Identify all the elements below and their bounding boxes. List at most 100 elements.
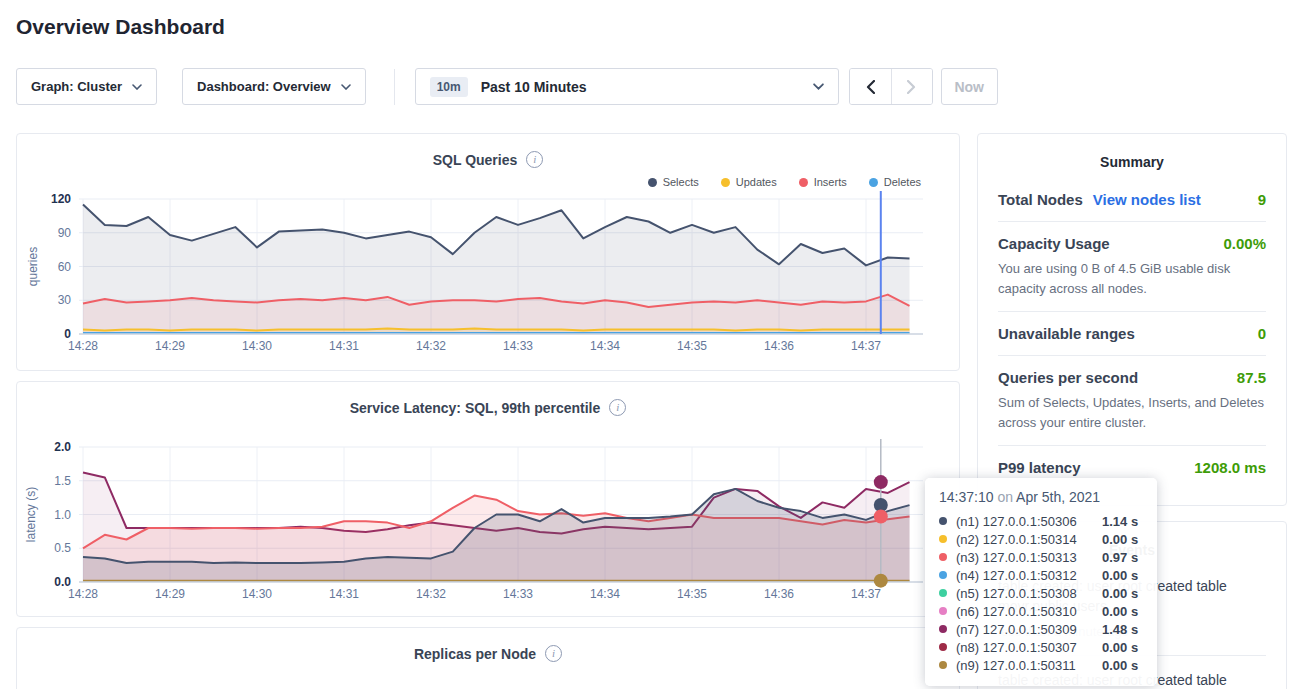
svg-text:90: 90 <box>58 226 72 240</box>
tooltip-node-row: (n6) 127.0.0.1:503100.00 s <box>939 602 1143 620</box>
svg-text:2.0: 2.0 <box>54 440 71 454</box>
svg-text:14:34: 14:34 <box>590 339 620 353</box>
chart-header: Service Latency: SQL, 99th percentile i <box>17 382 959 416</box>
chart-header: SQL Queries i <box>17 134 959 168</box>
view-nodes-list-link[interactable]: View nodes list <box>1093 191 1201 208</box>
node-address: (n7) 127.0.0.1:50309 <box>956 622 1102 637</box>
legend-item-deletes[interactable]: Deletes <box>869 176 921 188</box>
summary-label: P99 latency <box>998 459 1081 476</box>
summary-description: You are using 0 B of 4.5 GiB usable disk… <box>998 259 1266 298</box>
page-title: Overview Dashboard <box>16 14 1290 40</box>
chart-title: SQL Queries <box>433 152 518 168</box>
inserts-dot-icon <box>799 178 808 187</box>
chart-title: Service Latency: SQL, 99th percentile <box>350 400 601 416</box>
time-nav-group <box>849 68 933 105</box>
svg-text:120: 120 <box>51 192 71 206</box>
summary-row-capacity-usage: Capacity Usage 0.00% You are using 0 B o… <box>998 221 1266 311</box>
svg-text:30: 30 <box>58 293 72 307</box>
node-dot-icon <box>939 661 947 669</box>
node-dot-icon <box>939 517 947 525</box>
node-latency-value: 0.00 s <box>1102 586 1138 601</box>
summary-value: 9 <box>1258 191 1266 208</box>
info-icon[interactable]: i <box>545 645 562 662</box>
chart-hover-tooltip: 14:37:10 on Apr 5th, 2021 (n1) 127.0.0.1… <box>925 478 1157 686</box>
svg-text:14:32: 14:32 <box>416 339 446 353</box>
svg-text:14:35: 14:35 <box>677 587 707 601</box>
node-address: (n4) 127.0.0.1:50312 <box>956 568 1102 583</box>
svg-text:14:32: 14:32 <box>416 587 446 601</box>
node-address: (n3) 127.0.0.1:50313 <box>956 550 1102 565</box>
time-range-badge: 10m <box>430 77 468 97</box>
node-dot-icon <box>939 643 947 651</box>
svg-text:14:36: 14:36 <box>764 339 794 353</box>
info-icon[interactable]: i <box>609 399 626 416</box>
tooltip-node-row: (n3) 127.0.0.1:503130.97 s <box>939 548 1143 566</box>
chevron-down-icon <box>341 84 351 90</box>
summary-value: 87.5 <box>1237 369 1266 386</box>
legend-item-inserts[interactable]: Inserts <box>799 176 847 188</box>
svg-text:60: 60 <box>58 260 72 274</box>
time-range-dropdown[interactable]: 10m Past 10 Minutes <box>415 68 839 105</box>
service-latency-plot[interactable]: 14:2814:2914:3014:3114:3214:3314:3414:35… <box>17 382 961 618</box>
info-icon[interactable]: i <box>526 151 543 168</box>
node-latency-value: 0.00 s <box>1102 658 1138 673</box>
svg-text:14:34: 14:34 <box>590 587 620 601</box>
svg-text:14:37: 14:37 <box>851 587 881 601</box>
sql-queries-chart-panel: SQL Queries i Selects Updates Inserts De… <box>16 133 960 371</box>
svg-text:14:28: 14:28 <box>68 587 98 601</box>
chart-title: Replicas per Node <box>414 646 536 662</box>
node-address: (n8) 127.0.0.1:50307 <box>956 640 1102 655</box>
toolbar: Graph: Cluster Dashboard: Overview 10m P… <box>16 68 1274 105</box>
node-latency-value: 0.00 s <box>1102 568 1138 583</box>
svg-text:14:29: 14:29 <box>155 339 185 353</box>
chevron-right-icon <box>907 80 916 94</box>
legend-item-selects[interactable]: Selects <box>648 176 699 188</box>
node-latency-value: 0.00 s <box>1102 532 1138 547</box>
time-back-button[interactable] <box>850 69 891 104</box>
graph-selector-dropdown[interactable]: Graph: Cluster <box>16 68 157 105</box>
summary-label: Unavailable ranges <box>998 325 1135 342</box>
chevron-down-icon <box>813 83 824 90</box>
summary-value: 1208.0 ms <box>1194 459 1266 476</box>
chart-legend: Selects Updates Inserts Deletes <box>648 176 921 188</box>
svg-text:14:30: 14:30 <box>242 587 272 601</box>
node-address: (n2) 127.0.0.1:50314 <box>956 532 1102 547</box>
dashboard-selector-label: Dashboard: Overview <box>197 79 331 94</box>
chevron-left-icon <box>866 80 875 94</box>
tooltip-timestamp: 14:37:10 on Apr 5th, 2021 <box>939 489 1143 505</box>
node-latency-value: 0.00 s <box>1102 604 1138 619</box>
node-dot-icon <box>939 607 947 615</box>
svg-text:0.0: 0.0 <box>54 575 71 589</box>
node-address: (n6) 127.0.0.1:50310 <box>956 604 1102 619</box>
node-address: (n5) 127.0.0.1:50308 <box>956 586 1102 601</box>
svg-text:latency (s): latency (s) <box>24 487 38 542</box>
node-dot-icon <box>939 571 947 579</box>
svg-text:14:28: 14:28 <box>68 339 98 353</box>
tooltip-rows: (n1) 127.0.0.1:503061.14 s(n2) 127.0.0.1… <box>939 512 1143 674</box>
node-address: (n1) 127.0.0.1:50306 <box>956 514 1102 529</box>
svg-text:14:29: 14:29 <box>155 587 185 601</box>
node-dot-icon <box>939 625 947 633</box>
updates-dot-icon <box>721 178 730 187</box>
graph-selector-label: Graph: Cluster <box>31 79 122 94</box>
summary-value: 0 <box>1258 325 1266 342</box>
node-latency-value: 1.14 s <box>1102 514 1138 529</box>
charts-column: SQL Queries i Selects Updates Inserts De… <box>16 133 960 689</box>
summary-label: Capacity Usage <box>998 235 1110 252</box>
node-dot-icon <box>939 553 947 561</box>
legend-item-updates[interactable]: Updates <box>721 176 777 188</box>
svg-text:14:35: 14:35 <box>677 339 707 353</box>
summary-row-total-nodes: Total Nodes View nodes list 9 <box>998 178 1266 221</box>
node-latency-value: 1.48 s <box>1102 622 1138 637</box>
dashboard-selector-dropdown[interactable]: Dashboard: Overview <box>182 68 366 105</box>
summary-panel: Summary Total Nodes View nodes list 9 Ca… <box>977 133 1287 506</box>
svg-text:14:36: 14:36 <box>764 587 794 601</box>
summary-label: Total Nodes <box>998 191 1083 208</box>
time-forward-button[interactable] <box>891 69 932 104</box>
sql-queries-plot[interactable]: 14:2814:2914:3014:3114:3214:3314:3414:35… <box>17 134 961 372</box>
svg-text:0: 0 <box>64 327 71 341</box>
now-button[interactable]: Now <box>941 68 998 105</box>
summary-title: Summary <box>998 154 1266 170</box>
chart-header: Replicas per Node i <box>17 628 959 662</box>
svg-text:14:31: 14:31 <box>329 339 359 353</box>
